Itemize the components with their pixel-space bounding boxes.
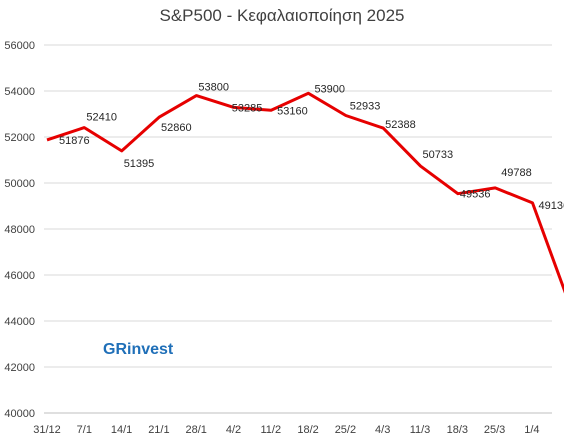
x-tick-label: 21/1 — [148, 424, 169, 436]
x-tick-label: 18/2 — [297, 424, 318, 436]
data-label: 53160 — [277, 105, 308, 117]
gridlines — [44, 44, 552, 414]
data-label: 50733 — [423, 149, 454, 161]
series-line — [46, 91, 564, 294]
y-tick-label: 54000 — [4, 86, 35, 98]
data-label: 52388 — [385, 119, 416, 131]
x-tick-label: 4/3 — [375, 424, 390, 436]
x-tick-label: 1/4 — [524, 424, 539, 436]
watermark-logo: GRinvest — [103, 341, 174, 358]
data-label: 52933 — [350, 101, 381, 113]
y-tick-label: 44000 — [4, 316, 35, 328]
x-tick-label: 14/1 — [111, 424, 132, 436]
y-tick-label: 50000 — [4, 178, 35, 190]
x-tick-label: 7/1 — [77, 424, 92, 436]
x-tick-label: 4/2 — [226, 424, 241, 436]
data-label: 49136 — [539, 200, 564, 212]
x-tick-label: 25/3 — [484, 424, 505, 436]
data-label: 49788 — [501, 167, 532, 179]
data-label: 49536 — [460, 189, 491, 201]
data-label: 53900 — [314, 83, 345, 95]
x-tick-label: 25/2 — [335, 424, 356, 436]
data-label: 52410 — [86, 112, 117, 124]
x-axis-ticks: 31/12 7/1 14/1 21/1 28/1 4/2 11/2 18/2 25/2 4/3 11… — [33, 424, 539, 436]
data-label: 53285 — [232, 102, 263, 114]
y-tick-label: 48000 — [4, 224, 35, 236]
y-axis-ticks: 40000 42000 44000 46000 48000 50000 52000 54000… — [4, 40, 35, 420]
data-label: 51876 — [59, 135, 90, 147]
chart-title: S&P500 - Κεφαλαιοποίηση 2025 — [159, 6, 405, 25]
data-label: 51395 — [124, 158, 155, 170]
x-tick-label: 28/1 — [185, 424, 206, 436]
y-tick-label: 46000 — [4, 270, 35, 282]
x-tick-label: 11/3 — [410, 424, 431, 436]
y-tick-label: 42000 — [4, 362, 35, 374]
y-tick-label: 52000 — [4, 132, 35, 144]
x-tick-label: 11/2 — [261, 424, 282, 436]
x-tick-label: 31/12 — [33, 424, 61, 436]
data-label: 52860 — [161, 122, 192, 134]
y-tick-label: 40000 — [4, 408, 35, 420]
y-tick-label: 56000 — [4, 40, 35, 52]
data-label: 53800 — [198, 82, 229, 94]
x-tick-label: 18/3 — [447, 424, 468, 436]
